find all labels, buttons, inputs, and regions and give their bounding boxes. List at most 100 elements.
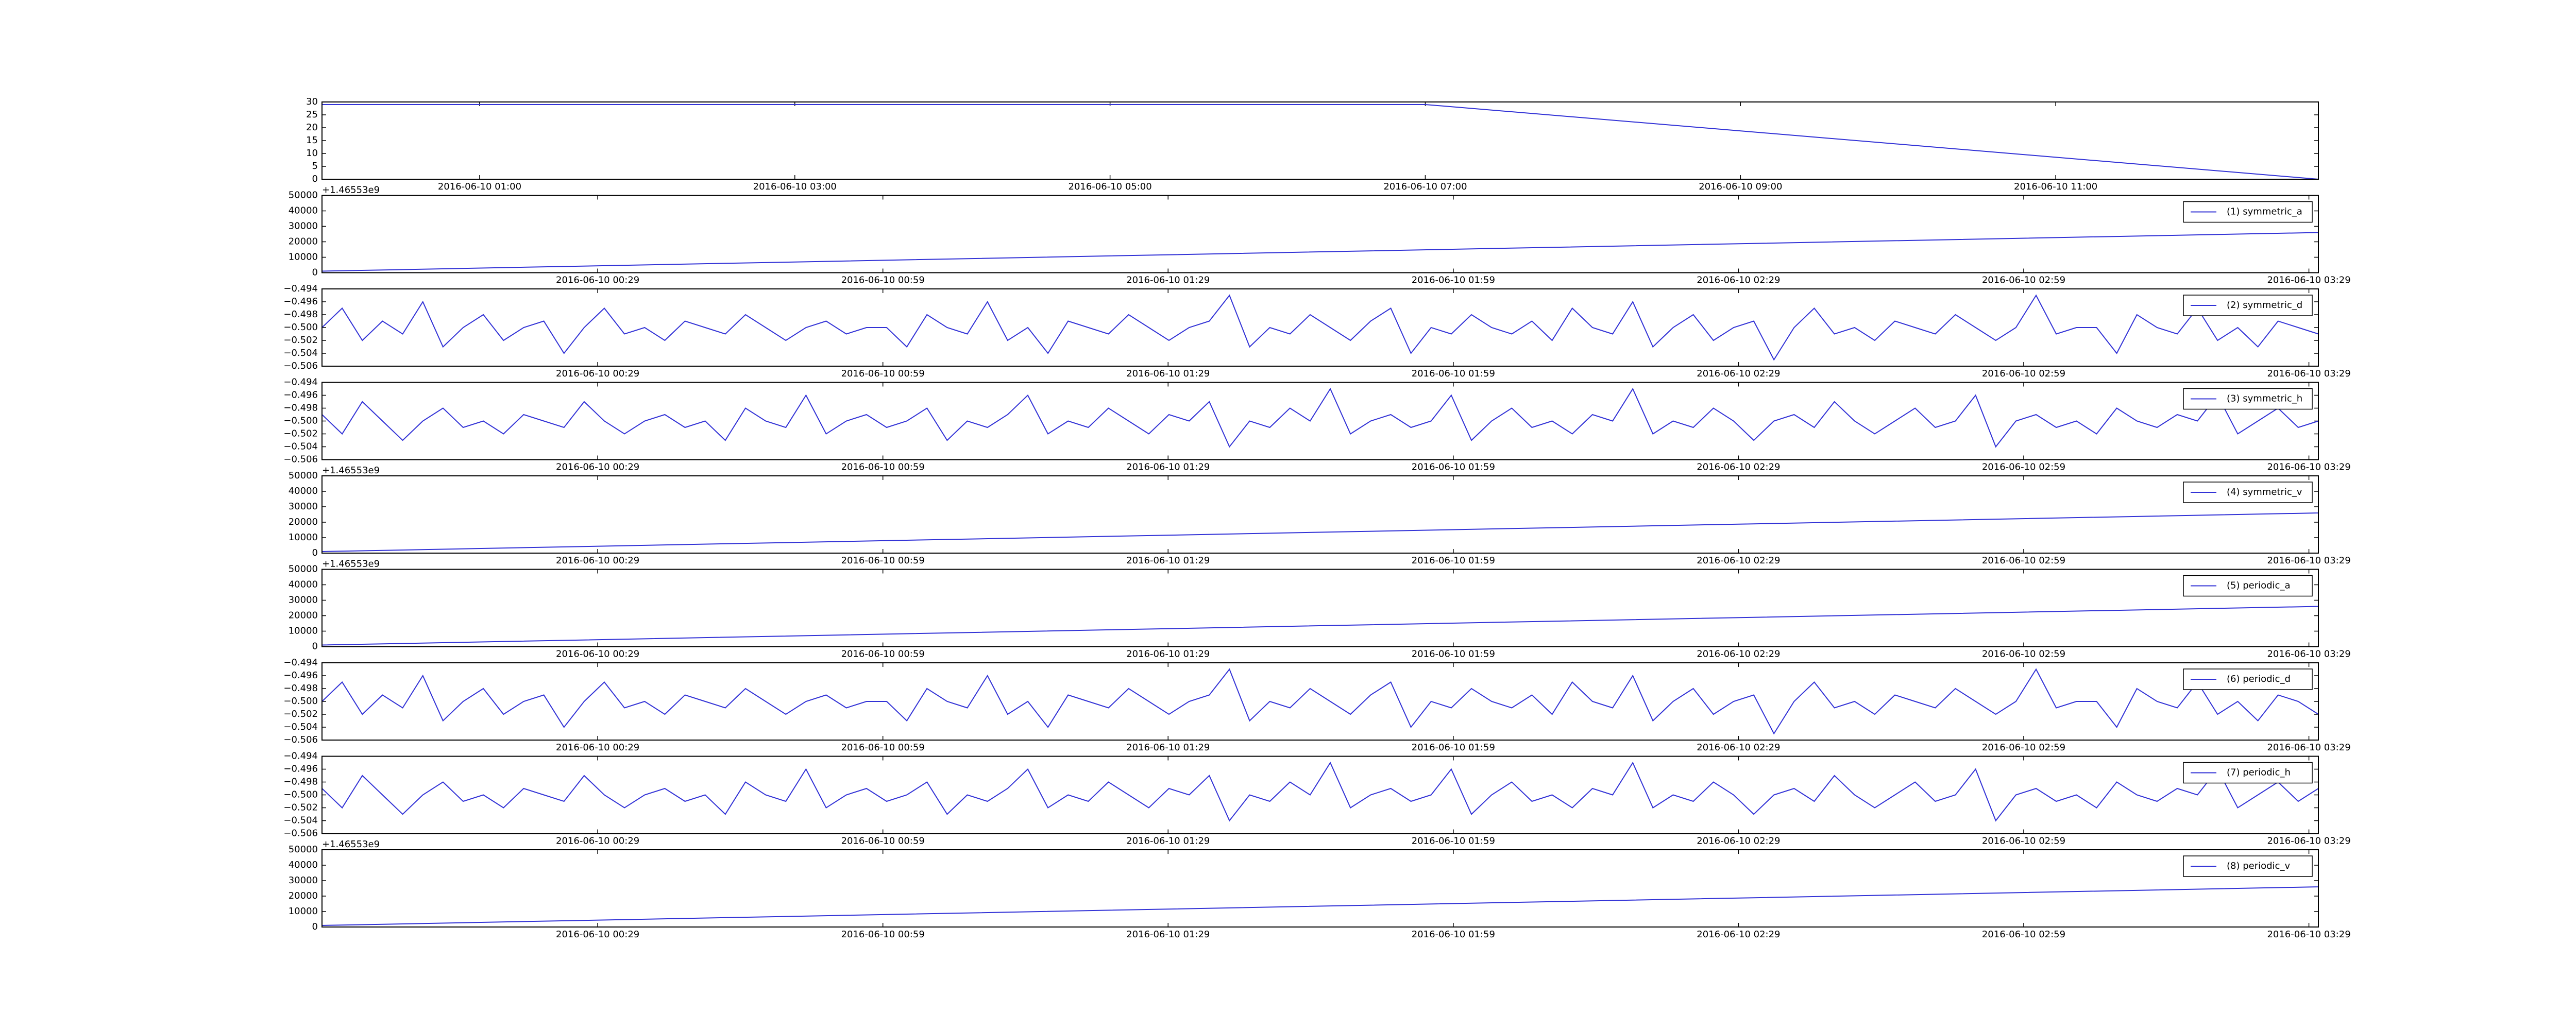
data-line <box>322 104 2319 180</box>
legend-label: (2) symmetric_d <box>2227 300 2302 311</box>
y-tick-label: −0.496 <box>283 390 318 401</box>
y-tick-label: −0.506 <box>283 360 318 371</box>
y-tick-label: −0.504 <box>283 441 318 452</box>
x-tick-label: 2016-06-10 01:29 <box>1126 275 1210 286</box>
x-tick-label: 2016-06-10 01:29 <box>1126 555 1210 566</box>
y-tick-label: −0.498 <box>283 309 318 320</box>
y-tick-label: 50000 <box>289 844 318 855</box>
legend-label: (8) periodic_v <box>2227 861 2290 871</box>
signal-line <box>321 761 2319 822</box>
y-tick-label: 40000 <box>289 860 318 870</box>
y-tick-label: 50000 <box>289 190 318 201</box>
y-offset-label: +1.46553e9 <box>322 839 380 850</box>
x-tick-label: 2016-06-10 02:29 <box>1697 649 1780 660</box>
legend-label: (1) symmetric_a <box>2227 207 2302 217</box>
y-tick-label: −0.494 <box>283 657 318 668</box>
x-tick-label: 2016-06-10 02:29 <box>1697 462 1780 473</box>
y-tick-label: −0.496 <box>283 296 318 307</box>
y-tick-label: 0 <box>312 174 318 184</box>
x-tick-label: 2016-06-10 00:59 <box>841 742 925 753</box>
axes-frame <box>321 195 2319 273</box>
y-tick-label: 0 <box>312 641 318 652</box>
y-tick-label: 30 <box>306 96 318 107</box>
y-tick-label: 30000 <box>289 595 318 606</box>
y-tick-label: −0.494 <box>283 377 318 388</box>
x-tick-label: 2016-06-10 07:00 <box>1383 181 1467 192</box>
y-tick-label: 0 <box>312 921 318 932</box>
x-tick-label: 2016-06-10 02:59 <box>1982 462 2065 473</box>
x-tick-label: 2016-06-10 03:29 <box>2267 649 2350 660</box>
y-tick-label: 20000 <box>289 517 318 527</box>
signal-line <box>321 294 2319 361</box>
y-tick-label: −0.502 <box>283 428 318 439</box>
y-tick-label: 20000 <box>289 236 318 247</box>
x-tick-label: 2016-06-10 02:29 <box>1697 929 1780 940</box>
y-tick-label: −0.502 <box>283 802 318 813</box>
axes-frame <box>321 475 2319 554</box>
x-tick-label: 2016-06-10 02:59 <box>1982 368 2065 379</box>
y-tick-label: 0 <box>312 267 318 278</box>
x-tick-label: 2016-06-10 11:00 <box>2014 181 2097 192</box>
x-tick-label: 2016-06-10 01:59 <box>1412 555 1495 566</box>
x-tick-label: 2016-06-10 02:59 <box>1982 929 2065 940</box>
x-tick-label: 2016-06-10 00:59 <box>841 462 925 473</box>
y-tick-label: −0.502 <box>283 709 318 719</box>
y-tick-label: −0.498 <box>283 683 318 694</box>
y-tick-label: −0.496 <box>283 670 318 681</box>
y-tick-label: 30000 <box>289 501 318 512</box>
axes-frame <box>321 849 2319 928</box>
axes-background <box>322 289 2318 366</box>
x-tick-label: 2016-06-10 02:59 <box>1982 742 2065 753</box>
legend-label: (7) periodic_h <box>2227 767 2291 778</box>
x-tick-label: 2016-06-10 03:00 <box>753 181 837 192</box>
x-tick-label: 2016-06-10 02:29 <box>1697 555 1780 566</box>
x-tick-label: 2016-06-10 00:29 <box>556 368 639 379</box>
y-tick-label: −0.506 <box>283 734 318 745</box>
x-tick-label: 2016-06-10 02:59 <box>1982 836 2065 847</box>
y-tick-label: 10000 <box>289 906 318 917</box>
y-tick-label: 5 <box>312 161 318 171</box>
x-tick-label: 2016-06-10 01:29 <box>1126 742 1210 753</box>
x-tick-label: 2016-06-10 05:00 <box>1069 181 1152 192</box>
y-tick-label: 50000 <box>289 564 318 575</box>
axes-frame <box>321 288 2319 367</box>
y-tick-label: 50000 <box>289 470 318 481</box>
x-tick-label: 2016-06-10 02:29 <box>1697 742 1780 753</box>
axes-background <box>322 195 2318 273</box>
x-tick-label: 2016-06-10 03:29 <box>2267 929 2350 940</box>
y-tick-label: 20 <box>306 122 318 133</box>
axes-frame <box>321 569 2319 647</box>
y-tick-label: −0.504 <box>283 348 318 358</box>
x-tick-label: 2016-06-10 01:59 <box>1412 742 1495 753</box>
legend-label: (5) periodic_a <box>2227 580 2291 591</box>
x-tick-label: 2016-06-10 03:29 <box>2267 742 2350 753</box>
x-tick-label: 2016-06-10 03:29 <box>2267 555 2350 566</box>
y-tick-label: 10000 <box>289 626 318 637</box>
y-tick-label: −0.500 <box>283 789 318 800</box>
axes-background <box>322 850 2318 927</box>
y-tick-label: −0.494 <box>283 283 318 294</box>
y-tick-label: 20000 <box>289 890 318 901</box>
x-tick-label: 2016-06-10 00:59 <box>841 929 925 940</box>
y-tick-label: −0.498 <box>283 777 318 787</box>
x-tick-label: 2016-06-10 02:59 <box>1982 555 2065 566</box>
x-tick-label: 2016-06-10 01:59 <box>1412 462 1495 473</box>
y-tick-label: 0 <box>312 547 318 558</box>
x-tick-label: 2016-06-10 02:29 <box>1697 368 1780 379</box>
axes-background <box>322 756 2318 834</box>
x-tick-label: 2016-06-10 02:29 <box>1697 275 1780 286</box>
x-tick-label: 2016-06-10 03:29 <box>2267 368 2350 379</box>
x-tick-label: 2016-06-10 01:29 <box>1126 462 1210 473</box>
x-tick-label: 2016-06-10 00:29 <box>556 742 639 753</box>
y-tick-label: −0.494 <box>283 751 318 762</box>
x-tick-label: 2016-06-10 01:00 <box>438 181 521 192</box>
axes-frame <box>321 101 2319 180</box>
x-tick-label: 2016-06-10 00:59 <box>841 368 925 379</box>
axes-frame <box>321 382 2319 460</box>
x-tick-label: 2016-06-10 01:29 <box>1126 836 1210 847</box>
legend-label: (4) symmetric_v <box>2227 487 2302 497</box>
x-tick-label: 2016-06-10 01:59 <box>1412 649 1495 660</box>
x-tick-label: 2016-06-10 03:29 <box>2267 836 2350 847</box>
y-tick-label: 40000 <box>289 579 318 590</box>
